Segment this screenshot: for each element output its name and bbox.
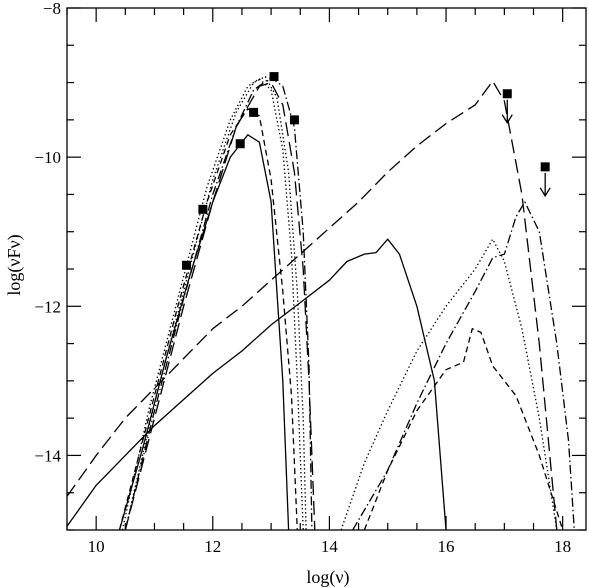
x-tick-label: 10 [88,537,105,556]
data-point-3 [235,139,245,149]
plot-border [66,7,587,531]
x-tick-label: 14 [321,537,339,556]
series-line-10-dash-dot [124,76,313,530]
x-axis-title: log(ν) [306,567,349,587]
observed-points [182,72,551,270]
upper-limit-arrow-head-1 [501,114,513,124]
data-point-5 [269,72,279,82]
x-tick-label: 18 [554,537,571,556]
series-line-7-dotted [121,78,304,530]
y-tick-label: −14 [34,446,61,465]
data-point-2 [198,204,208,214]
series-line-11-dash-dot [352,201,575,530]
data-point-6 [289,115,299,125]
series-line-9-dotted [340,238,558,530]
series-line-5-short-dash [118,108,298,530]
data-point-4 [249,107,259,117]
y-tick-label: −12 [34,297,61,316]
series-line-6-short-dash [363,328,564,530]
y-tick-label: −8 [43,0,61,18]
y-axis-title: log(νFν) [4,234,25,295]
series-line-1-solid [67,238,447,530]
y-tick-label: −10 [34,148,61,167]
series-line-3-long-dash [67,80,558,530]
upper-limit-arrow-head-2 [539,187,551,198]
upper-limit-point-2 [540,162,550,172]
series-line-8-dotted [124,75,307,530]
axis-ticks [66,7,586,531]
x-tick-label: 16 [438,537,455,556]
tick-labels: 10 12 14 16 18 −8 −10 −12 −14 [34,0,571,556]
upper-limit-point-1 [502,89,512,99]
data-point-1 [182,260,192,270]
x-tick-label: 12 [204,537,221,556]
plot-frame [66,7,587,531]
model-curves [67,75,575,530]
